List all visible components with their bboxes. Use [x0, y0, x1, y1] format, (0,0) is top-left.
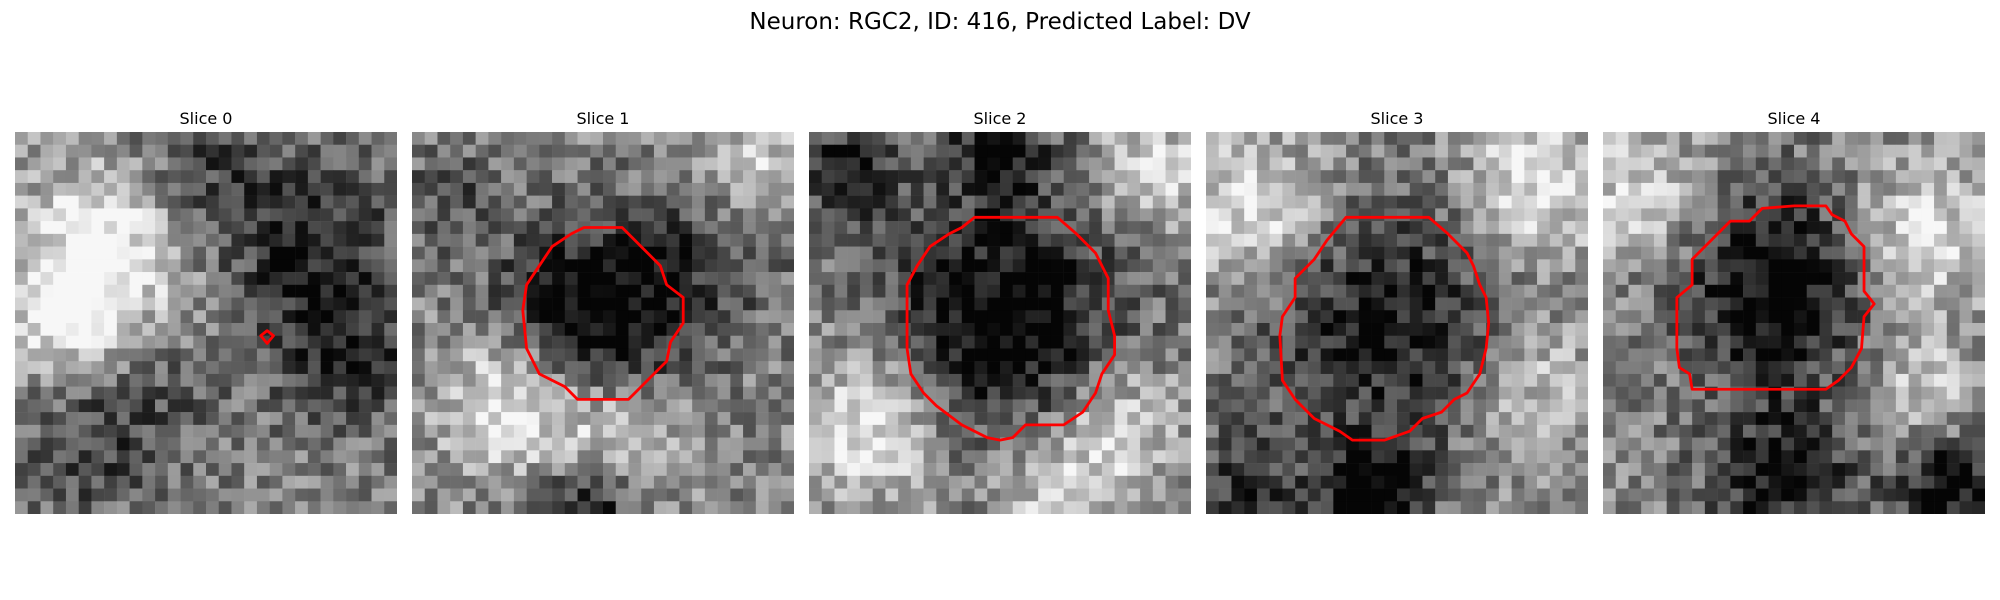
grayscale-pixels — [1206, 132, 1588, 514]
roi-contour — [259, 329, 275, 345]
grayscale-pixels — [1603, 132, 1985, 514]
figure-title: Neuron: RGC2, ID: 416, Predicted Label: … — [749, 9, 1251, 35]
slice-panel-3: Slice 3 — [1206, 108, 1588, 514]
slice-title: Slice 1 — [576, 109, 630, 128]
slice-image-0 — [15, 132, 397, 514]
grayscale-pixels — [809, 132, 1191, 514]
slice-title: Slice 3 — [1370, 109, 1424, 128]
slice-image-4 — [1603, 132, 1985, 514]
slice-title: Slice 4 — [1767, 109, 1821, 128]
roi-contour — [1278, 215, 1491, 442]
roi-contour — [905, 215, 1117, 442]
roi-contour — [521, 226, 685, 401]
slice-image-3 — [1206, 132, 1588, 514]
slice-title: Slice 2 — [973, 109, 1027, 128]
slice-panel-0: Slice 0 — [15, 108, 397, 514]
slice-panel-1: Slice 1 — [412, 108, 794, 514]
slice-image-2 — [809, 132, 1191, 514]
slice-panel-2: Slice 2 — [809, 108, 1191, 514]
grayscale-pixels — [412, 132, 794, 514]
slice-panel-4: Slice 4 — [1603, 108, 1985, 514]
slice-image-1 — [412, 132, 794, 514]
grayscale-pixels — [15, 132, 397, 514]
slice-title: Slice 0 — [179, 109, 233, 128]
roi-contour — [1675, 204, 1876, 391]
